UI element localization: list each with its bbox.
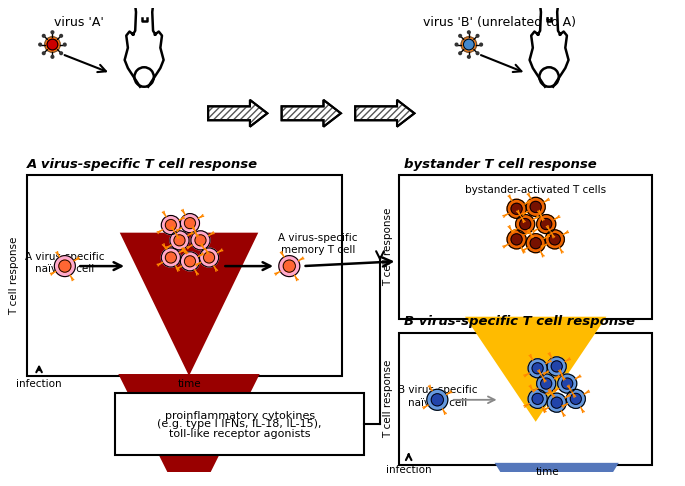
Circle shape [180, 213, 199, 233]
Circle shape [545, 230, 564, 249]
Text: toll-like receptor agonists: toll-like receptor agonists [169, 429, 310, 439]
Circle shape [532, 393, 543, 404]
Bar [399, 175, 652, 319]
Circle shape [528, 389, 547, 408]
Circle shape [562, 378, 573, 389]
Circle shape [547, 357, 566, 376]
Circle shape [549, 234, 560, 245]
Circle shape [507, 230, 526, 249]
Circle shape [467, 31, 470, 34]
Text: A virus-specific
naïve T cell: A virus-specific naïve T cell [25, 252, 105, 274]
Text: T cell response: T cell response [383, 360, 393, 438]
Circle shape [540, 378, 551, 389]
Circle shape [526, 197, 545, 216]
Text: (e.g. type I IFNs, IL-18, IL-15),: (e.g. type I IFNs, IL-18, IL-15), [158, 419, 322, 429]
Circle shape [184, 218, 195, 228]
Text: proinflammatory cytokines: proinflammatory cytokines [164, 411, 314, 420]
Circle shape [42, 35, 45, 37]
Bar [27, 175, 342, 376]
Circle shape [571, 393, 582, 404]
Circle shape [547, 393, 566, 412]
Circle shape [184, 256, 195, 267]
Circle shape [191, 231, 210, 250]
Polygon shape [208, 100, 267, 127]
Polygon shape [495, 463, 619, 486]
Circle shape [60, 52, 62, 54]
Text: time: time [177, 379, 201, 389]
Circle shape [165, 220, 177, 230]
Circle shape [432, 394, 443, 406]
Circle shape [459, 52, 462, 54]
Circle shape [507, 199, 526, 218]
Polygon shape [356, 100, 414, 127]
Text: virus 'B' (unrelated to A): virus 'B' (unrelated to A) [423, 16, 576, 29]
Polygon shape [282, 100, 341, 127]
Circle shape [551, 397, 562, 408]
Circle shape [174, 235, 185, 246]
Circle shape [51, 55, 54, 58]
Bar [399, 333, 652, 465]
Circle shape [528, 359, 547, 378]
Circle shape [520, 219, 531, 229]
Circle shape [476, 35, 479, 37]
Circle shape [45, 37, 60, 52]
Text: T cell response: T cell response [9, 237, 19, 315]
Circle shape [566, 389, 586, 408]
Circle shape [180, 252, 199, 271]
Text: bystander-activated T cells: bystander-activated T cells [465, 185, 606, 195]
Circle shape [476, 52, 479, 54]
Circle shape [427, 389, 448, 410]
Circle shape [283, 260, 295, 272]
Text: B virus-specific
naïve T cell: B virus-specific naïve T cell [397, 385, 477, 408]
Text: infection: infection [16, 379, 62, 389]
Polygon shape [120, 233, 258, 376]
Circle shape [279, 256, 300, 277]
Circle shape [532, 363, 543, 374]
Circle shape [511, 234, 522, 245]
Circle shape [161, 248, 180, 267]
Circle shape [530, 201, 541, 212]
Text: B virus-specific T cell response: B virus-specific T cell response [404, 315, 635, 328]
Text: A virus-specific T cell response: A virus-specific T cell response [27, 157, 258, 171]
Circle shape [536, 374, 556, 393]
Circle shape [540, 219, 551, 229]
Circle shape [39, 43, 42, 46]
Circle shape [459, 35, 462, 37]
Polygon shape [465, 317, 606, 422]
Text: T cell response: T cell response [383, 208, 393, 286]
Circle shape [51, 31, 54, 34]
Circle shape [161, 215, 180, 235]
Text: bystander T cell response: bystander T cell response [404, 157, 597, 171]
Circle shape [59, 260, 71, 272]
Circle shape [551, 361, 562, 372]
Circle shape [526, 234, 545, 253]
Circle shape [60, 35, 62, 37]
Circle shape [64, 43, 66, 46]
Circle shape [170, 231, 189, 250]
Circle shape [199, 248, 219, 267]
Circle shape [479, 43, 482, 46]
Circle shape [536, 214, 556, 234]
Text: infection: infection [386, 465, 432, 475]
Text: time: time [536, 467, 559, 477]
Circle shape [558, 374, 577, 393]
Circle shape [203, 252, 214, 263]
Text: virus 'A': virus 'A' [54, 16, 104, 29]
Circle shape [511, 203, 522, 214]
Circle shape [467, 55, 470, 58]
Circle shape [165, 252, 177, 263]
Circle shape [47, 39, 58, 50]
Circle shape [461, 37, 477, 52]
Circle shape [54, 256, 75, 277]
Circle shape [516, 214, 535, 234]
Circle shape [456, 43, 458, 46]
Circle shape [42, 52, 45, 54]
Circle shape [464, 39, 474, 50]
Bar [116, 393, 364, 455]
Circle shape [195, 235, 206, 246]
Polygon shape [119, 374, 260, 486]
Circle shape [530, 238, 541, 249]
Text: A virus-specific
memory T cell: A virus-specific memory T cell [278, 233, 358, 255]
